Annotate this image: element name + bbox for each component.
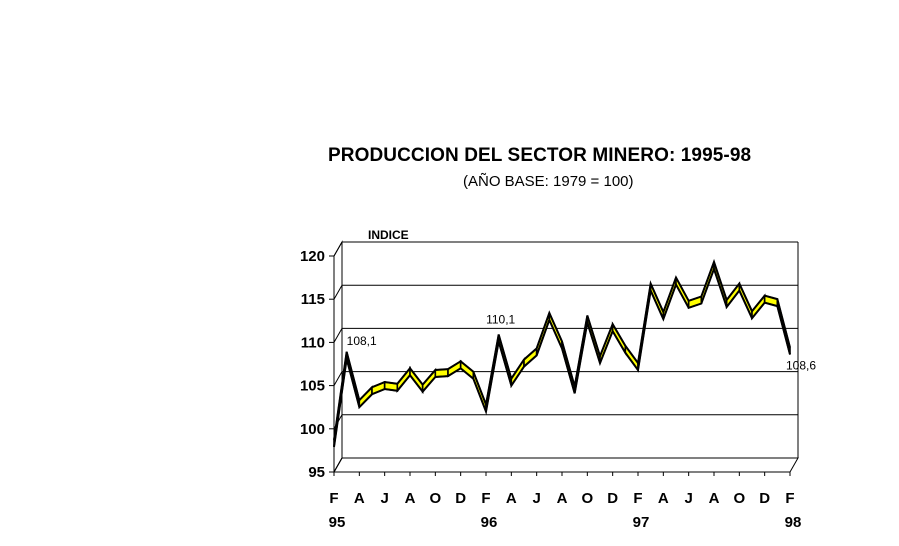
- x-tick-label: J: [380, 490, 388, 507]
- x-tick-label: F: [633, 490, 642, 507]
- x-tick-label: F: [329, 490, 338, 507]
- gridline-diagonal: [333, 457, 343, 473]
- y-tick-label: 115: [301, 291, 325, 308]
- gridline-diagonal: [333, 328, 343, 343]
- x-tick-label: J: [684, 490, 692, 507]
- y-tick-label: 110: [301, 334, 325, 351]
- x-tick-label: D: [607, 490, 618, 507]
- x-tick-label: A: [506, 490, 517, 507]
- x-tick-label: O: [733, 490, 745, 507]
- y-axis-label: INDICE: [368, 228, 409, 242]
- x-tick-label: F: [785, 490, 794, 507]
- x-tick-label: F: [481, 490, 490, 507]
- x-tick-label: D: [455, 490, 466, 507]
- y-axis-ticks: 95 100 105 110 115 120: [300, 248, 334, 481]
- gridline-diagonal: [333, 371, 343, 386]
- data-label: 110,1: [486, 313, 515, 327]
- x-tick-label: A: [709, 490, 720, 507]
- gridline-diagonal: [333, 284, 343, 300]
- x-tick-label: J: [532, 490, 540, 507]
- x-tick-label: A: [658, 490, 669, 507]
- chart-subtitle: (AÑO BASE: 1979 = 100): [463, 173, 634, 190]
- x-year-label: 97: [633, 514, 650, 531]
- floor: [333, 457, 799, 473]
- x-axis-ticks: F A J A O D F A J A O D F A J A O D F95 96 97 98: [329, 472, 802, 531]
- series-ribbon: [333, 258, 791, 448]
- x-tick-label: A: [557, 490, 568, 507]
- chart-title: PRODUCCION DEL SECTOR MINERO: 1995-98: [328, 145, 752, 166]
- data-label: 108,6: [786, 358, 816, 372]
- y-tick-label: 120: [300, 248, 325, 265]
- x-tick-label: A: [354, 490, 365, 507]
- x-tick-label: A: [405, 490, 416, 507]
- series-line-front: [333, 265, 791, 448]
- data-labels: 108,1 110,1 108,6: [347, 313, 817, 373]
- data-label: 108,1: [347, 334, 377, 348]
- gridline-diagonal: [333, 241, 343, 257]
- x-year-label: 95: [329, 514, 346, 531]
- y-tick-label: 105: [300, 378, 325, 395]
- x-tick-label: D: [759, 490, 770, 507]
- x-tick-label: O: [581, 490, 593, 507]
- x-tick-label: O: [429, 490, 441, 507]
- x-year-label: 98: [785, 514, 802, 531]
- y-tick-label: 100: [300, 421, 325, 438]
- x-year-label: 96: [481, 514, 498, 531]
- y-tick-label: 95: [308, 464, 325, 481]
- series-line-back: [333, 258, 791, 441]
